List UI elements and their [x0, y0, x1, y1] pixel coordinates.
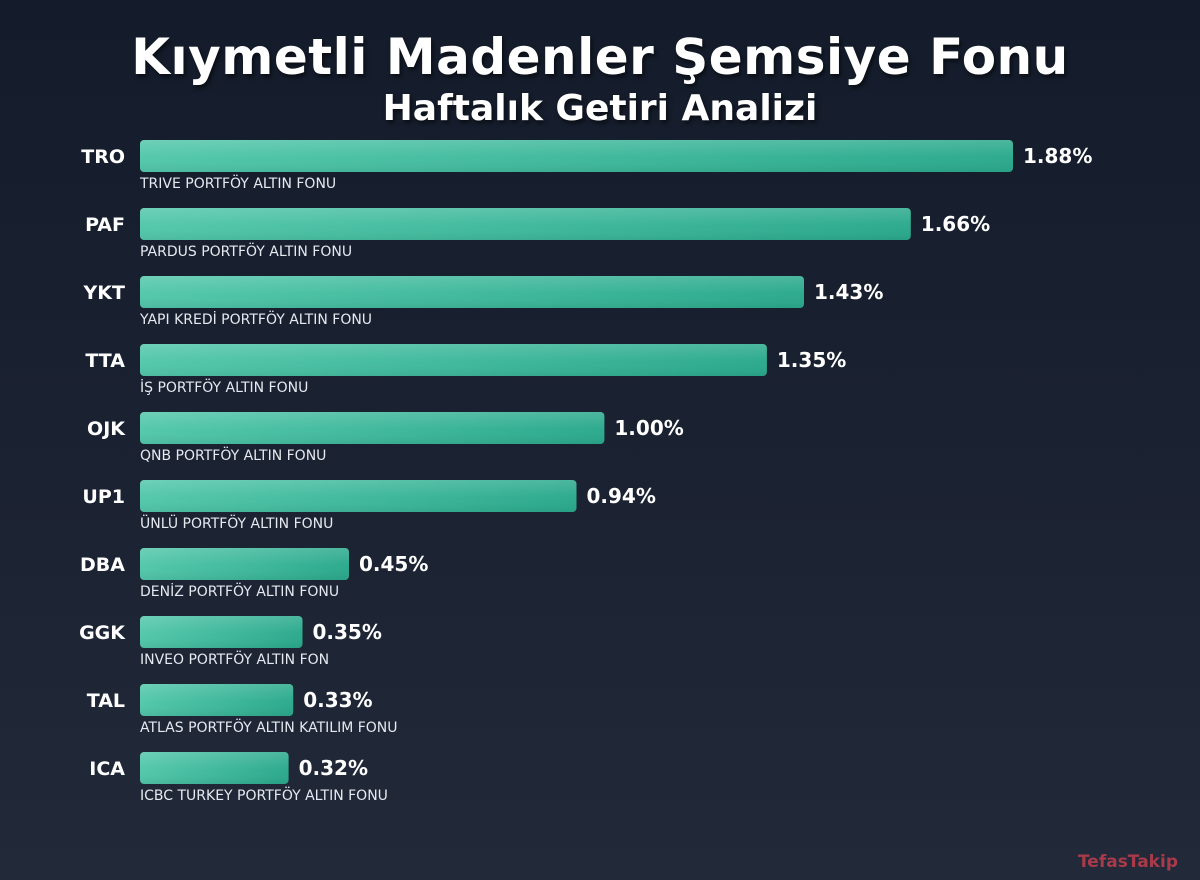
value-label: 0.45%: [359, 552, 428, 576]
value-label: 1.43%: [814, 280, 883, 304]
chart-title: Kıymetli Madenler Şemsiye Fonu: [131, 28, 1069, 86]
fund-name-label: INVEO PORTFÖY ALTIN FON: [140, 650, 329, 668]
bar-highlight: [140, 684, 294, 716]
value-label: 0.32%: [299, 756, 368, 780]
bar-row: ICA 0.32% ICBC TURKEY PORTFÖY ALTIN FONU: [89, 752, 388, 804]
bar-highlight: [140, 140, 1013, 172]
bar-row: TRO 1.88% TRIVE PORTFÖY ALTIN FONU: [81, 140, 1092, 192]
category-label: TRO: [81, 146, 125, 168]
fund-name-label: ICBC TURKEY PORTFÖY ALTIN FONU: [140, 786, 388, 804]
category-label: TTA: [85, 350, 125, 372]
bar-row: UP1 0.94% ÜNLÜ PORTFÖY ALTIN FONU: [82, 480, 656, 532]
category-label: YKT: [83, 282, 125, 304]
bar-highlight: [140, 616, 303, 648]
bar-highlight: [140, 344, 767, 376]
bar-highlight: [140, 480, 577, 512]
fund-name-label: İŞ PORTFÖY ALTIN FONU: [140, 378, 308, 396]
bar-row: DBA 0.45% DENİZ PORTFÖY ALTIN FONU: [80, 548, 428, 600]
category-label: DBA: [80, 554, 125, 576]
chart-subtitle: Haftalık Getiri Analizi: [382, 88, 818, 129]
bar-row: OJK 1.00% QNB PORTFÖY ALTIN FONU: [87, 412, 684, 464]
bar-highlight: [140, 208, 911, 240]
bar-highlight: [140, 276, 804, 308]
value-label: 0.33%: [303, 688, 372, 712]
value-label: 1.66%: [921, 212, 990, 236]
fund-name-label: ATLAS PORTFÖY ALTIN KATILIM FONU: [140, 718, 398, 736]
watermark-logo: TefasTakip: [1077, 852, 1178, 872]
bar-highlight: [140, 752, 289, 784]
fund-name-label: DENİZ PORTFÖY ALTIN FONU: [140, 582, 339, 600]
title-block: Kıymetli Madenler Şemsiye Fonu Haftalık …: [0, 26, 1200, 130]
category-label: ICA: [89, 758, 125, 780]
value-label: 1.00%: [614, 416, 683, 440]
bar-highlight: [140, 412, 605, 444]
bar-highlight: [140, 548, 349, 580]
category-label: UP1: [82, 486, 125, 508]
fund-name-label: TRIVE PORTFÖY ALTIN FONU: [139, 174, 336, 192]
fund-name-label: PARDUS PORTFÖY ALTIN FONU: [140, 242, 352, 260]
bar-row: TAL 0.33% ATLAS PORTFÖY ALTIN KATILIM FONU: [87, 684, 398, 736]
bar-row: PAF 1.66% PARDUS PORTFÖY ALTIN FONU: [85, 208, 990, 260]
value-label: 1.88%: [1023, 144, 1092, 168]
fund-name-label: ÜNLÜ PORTFÖY ALTIN FONU: [140, 514, 333, 532]
bar-row: TTA 1.35% İŞ PORTFÖY ALTIN FONU: [85, 344, 846, 396]
bar-row: GGK 0.35% INVEO PORTFÖY ALTIN FON: [79, 616, 382, 668]
category-label: GGK: [79, 622, 126, 644]
bars-layer: TRO 1.88% TRIVE PORTFÖY ALTIN FONU PAF 1.66%…: [79, 140, 1092, 804]
value-label: 1.35%: [777, 348, 846, 372]
fund-name-label: QNB PORTFÖY ALTIN FONU: [140, 446, 326, 464]
bar-row: YKT 1.43% YAPI KREDİ PORTFÖY ALTIN FONU: [83, 276, 883, 328]
category-label: OJK: [87, 418, 126, 440]
value-label: 0.94%: [587, 484, 656, 508]
fund-name-label: YAPI KREDİ PORTFÖY ALTIN FONU: [139, 310, 372, 328]
category-label: TAL: [87, 690, 125, 712]
value-label: 0.35%: [313, 620, 382, 644]
category-label: PAF: [85, 214, 125, 236]
